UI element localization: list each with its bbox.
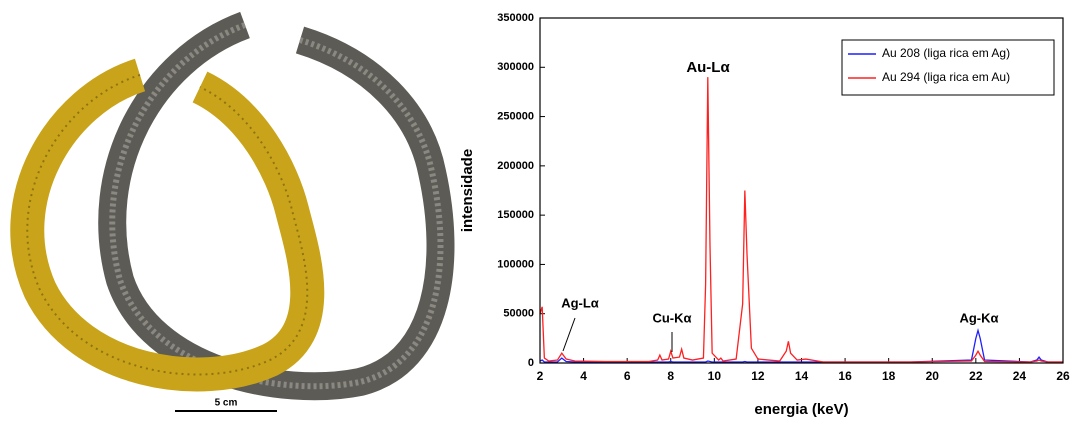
peak-annotation: Cu-Kα: [652, 310, 691, 325]
series-line: [540, 330, 1063, 362]
y-tick-label: 150000: [497, 209, 534, 221]
y-tick-label: 200000: [497, 160, 534, 172]
x-tick-label: 14: [795, 369, 809, 383]
x-tick-label: 2: [537, 369, 544, 383]
y-tick-label: 0: [528, 357, 534, 369]
x-tick-label: 24: [1013, 369, 1027, 383]
chart: 0 50000 100000 150000 200000 250000 300000 3500…: [459, 12, 1070, 418]
y-tick-label: 300000: [497, 61, 534, 73]
figure: 5 cm 0 50000 100000 150000 200000 250000 30000…: [0, 0, 1072, 421]
x-tick-label: 12: [751, 369, 765, 383]
x-tick-label: 26: [1056, 369, 1070, 383]
scale-label: 5 cm: [215, 398, 238, 409]
y-tick-label: 100000: [497, 258, 534, 270]
peak-annotation: Ag-Lα: [561, 295, 599, 310]
legend-label: Au 294 (liga rica em Au): [882, 70, 1010, 84]
x-tick-label: 4: [580, 369, 587, 383]
y-tick-label: 250000: [497, 110, 534, 122]
y-axis-label: intensidade: [459, 149, 476, 232]
x-tick-label: 16: [838, 369, 852, 383]
x-tick-label: 6: [624, 369, 631, 383]
x-tick-label: 22: [969, 369, 983, 383]
x-tick-label: 18: [882, 369, 896, 383]
x-tick-label: 20: [926, 369, 940, 383]
peak-annotation: Au-Lα: [686, 59, 730, 76]
y-tick-label: 50000: [503, 308, 534, 320]
y-tick-label: 350000: [497, 12, 534, 24]
legend-label: Au 208 (liga rica em Ag): [882, 46, 1010, 60]
x-tick-label: 10: [708, 369, 722, 383]
photo: 5 cm: [27, 25, 440, 411]
annotation-arrow: [563, 318, 575, 351]
peak-annotation: Ag-Kα: [959, 310, 998, 325]
x-tick-label: 8: [667, 369, 674, 383]
x-axis-label: energia (keV): [754, 401, 848, 418]
